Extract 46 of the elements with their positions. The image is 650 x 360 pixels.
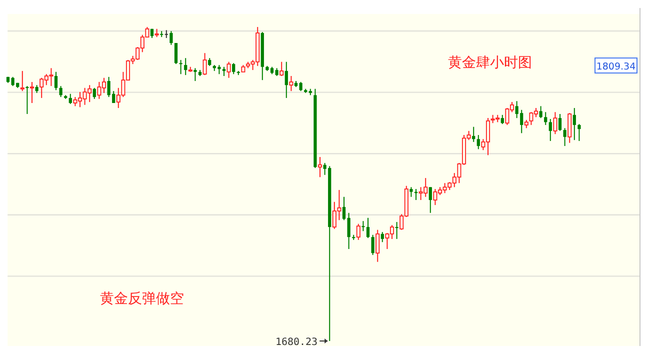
candlestick	[500, 114, 504, 125]
candlestick	[26, 86, 29, 114]
candlestick	[68, 93, 72, 104]
candlestick	[366, 217, 370, 239]
annotation: 黄金反弹做空	[100, 291, 184, 307]
candlestick	[20, 70, 24, 92]
candlestick	[380, 232, 384, 243]
candlestick	[410, 186, 413, 198]
candlestick	[476, 134, 480, 150]
candlestick	[544, 112, 548, 126]
candlestick	[578, 124, 581, 142]
candlestick	[222, 66, 226, 76]
candlestick	[226, 61, 231, 78]
annotation: 1680.23	[275, 337, 318, 348]
candlestick	[170, 30, 173, 46]
candlestick	[356, 223, 360, 240]
candlestick	[284, 61, 288, 98]
candlestick	[371, 234, 374, 256]
candlestick	[30, 81, 34, 104]
candlestick	[179, 59, 182, 75]
candlestick	[54, 71, 58, 91]
candlestick	[232, 62, 236, 75]
candlestick	[318, 156, 322, 178]
candlestick	[572, 108, 576, 141]
candlestick	[558, 113, 562, 132]
candlestick	[563, 128, 566, 147]
candlestick	[472, 126, 476, 142]
candlestick	[164, 30, 168, 38]
candlestick	[428, 186, 432, 214]
candlestick	[184, 58, 188, 76]
text: 1809.34	[596, 62, 636, 72]
candlestick	[539, 106, 542, 119]
candlestick	[194, 68, 197, 82]
candlestick	[548, 118, 552, 142]
candlestick	[553, 112, 558, 135]
candlestick	[202, 52, 207, 76]
candlestick	[395, 221, 398, 240]
candlestick	[59, 86, 62, 98]
candlestick	[174, 42, 178, 65]
candlestick	[280, 61, 284, 76]
candlestick	[362, 220, 365, 232]
candlestick	[376, 229, 380, 262]
candlestick	[92, 87, 96, 100]
text: 黄金肆小时图	[448, 55, 532, 71]
candlestick	[289, 75, 294, 92]
candlestick	[568, 112, 572, 144]
